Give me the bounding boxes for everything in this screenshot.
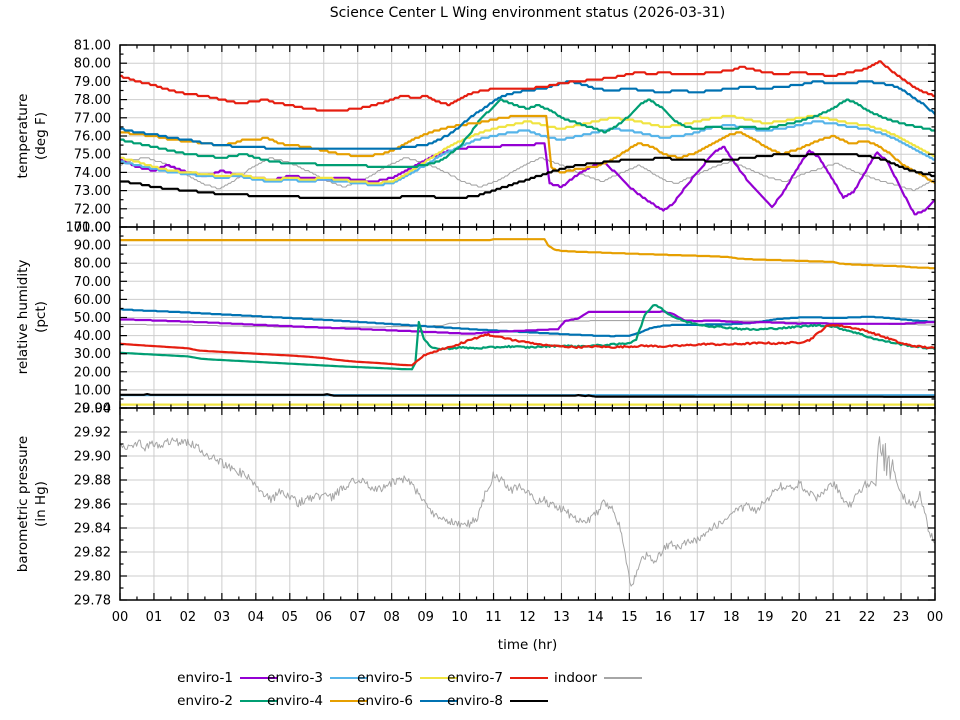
y-tick-label: 90.00 — [74, 239, 111, 254]
y-tick-label: 75.00 — [74, 148, 111, 163]
x-tick-label: 01 — [146, 610, 163, 625]
x-tick-label: 15 — [621, 610, 638, 625]
y-tick-label: 20.00 — [74, 365, 111, 380]
y-tick-label: 78.00 — [74, 93, 111, 108]
x-tick-label: 06 — [315, 610, 332, 625]
x-tick-label: 21 — [825, 610, 842, 625]
y-tick-label: 40.00 — [74, 329, 111, 344]
x-tick-label: 14 — [587, 610, 604, 625]
y-tick-label: 29.86 — [74, 498, 111, 513]
y-tick-label: 76.00 — [74, 130, 111, 145]
series-enviro-7-temperature — [120, 60, 935, 112]
y-tick-label: 29.80 — [74, 570, 111, 585]
x-tick-label: 00 — [112, 610, 129, 625]
x-tick-label: 07 — [349, 610, 366, 625]
series-enviro-6-humidity — [120, 308, 935, 338]
series-indoor-temperature — [120, 157, 935, 192]
series-enviro-5-temperature — [120, 114, 935, 185]
y-tick-label: 29.82 — [74, 546, 111, 561]
y-tick-label: 71.00 — [74, 221, 111, 236]
y-tick-label: 74.00 — [74, 166, 111, 181]
y-axis-title-pressure: barometric pressure (in Hg) — [14, 394, 50, 614]
x-tick-label: 00 — [927, 610, 944, 625]
y-tick-label: 29.78 — [74, 594, 111, 609]
y-tick-label: 73.00 — [74, 184, 111, 199]
series-enviro-4-temperature — [120, 114, 935, 185]
y-tick-label: 29.90 — [74, 450, 111, 465]
series-enviro-3-temperature — [120, 120, 935, 187]
x-tick-label: 12 — [519, 610, 536, 625]
chart-title: Science Center L Wing environment status… — [329, 5, 726, 21]
series-enviro-6-temperature — [120, 80, 935, 150]
y-tick-label: 72.00 — [74, 202, 111, 217]
y-axis-title-line: temperature — [15, 93, 31, 179]
series-group-temperature — [120, 60, 935, 216]
x-axis-title: time (hr) — [497, 637, 558, 653]
x-tick-label: 11 — [485, 610, 502, 625]
x-tick-label: 23 — [893, 610, 910, 625]
series-enviro-2-humidity — [120, 304, 935, 371]
y-tick-label: 29.84 — [74, 522, 111, 537]
x-tick-label: 17 — [689, 610, 706, 625]
y-axis-title-line: barometric pressure — [15, 435, 31, 573]
y-tick-label: 0.00 — [82, 402, 111, 417]
grid-pressure — [120, 408, 935, 600]
y-tick-label: 80.00 — [74, 257, 111, 272]
grid-temperature — [120, 45, 935, 227]
y-axis-title-line: relative humidity — [15, 259, 31, 375]
x-tick-label: 16 — [655, 610, 672, 625]
y-axis-title-line: (deg F) — [33, 111, 49, 161]
series-enviro-8-temperature — [120, 153, 935, 199]
axes-pressure — [119, 407, 936, 601]
y-tick-label: 29.92 — [74, 426, 111, 441]
x-tick-label: 05 — [282, 610, 299, 625]
y-tick-label: 79.00 — [74, 75, 111, 90]
y-tick-label: 50.00 — [74, 311, 111, 326]
y-tick-label: 100.00 — [66, 221, 112, 236]
series-indoor-pressure — [120, 436, 935, 587]
x-tick-label: 13 — [553, 610, 570, 625]
y-tick-label: 60.00 — [74, 293, 111, 308]
x-tick-label: 20 — [791, 610, 808, 625]
y-tick-label: 70.00 — [74, 275, 111, 290]
series-enviro-2-temperature — [120, 98, 935, 168]
y-axis-title-line: (in Hg) — [33, 481, 49, 527]
y-tick-label: 81.00 — [74, 39, 111, 54]
series-group-pressure — [120, 436, 935, 587]
x-tick-label: 18 — [723, 610, 740, 625]
y-tick-label: 30.00 — [74, 347, 111, 362]
x-tick-label: 03 — [214, 610, 231, 625]
x-tick-label: 08 — [383, 610, 400, 625]
x-tick-label: 04 — [248, 610, 265, 625]
y-tick-label: 29.88 — [74, 474, 111, 489]
y-tick-label: 10.00 — [74, 383, 111, 398]
series-enviro-7-humidity — [120, 323, 935, 367]
x-tick-label: 19 — [757, 610, 774, 625]
series-enviro-4-humidity — [120, 238, 935, 270]
y-tick-label: 29.94 — [74, 402, 111, 417]
series-indoor-humidity — [120, 320, 935, 329]
x-tick-label: 09 — [417, 610, 434, 625]
x-tick-label: 02 — [180, 610, 197, 625]
grid-humidity — [120, 227, 935, 408]
series-enviro-1-humidity — [120, 310, 935, 335]
y-tick-label: 80.00 — [74, 57, 111, 72]
x-tick-label: 10 — [451, 610, 468, 625]
y-tick-label: 77.00 — [74, 111, 111, 126]
series-enviro-8-humidity — [120, 393, 935, 398]
y-axis-title-line: (pct) — [33, 301, 49, 333]
x-tick-label: 22 — [859, 610, 876, 625]
